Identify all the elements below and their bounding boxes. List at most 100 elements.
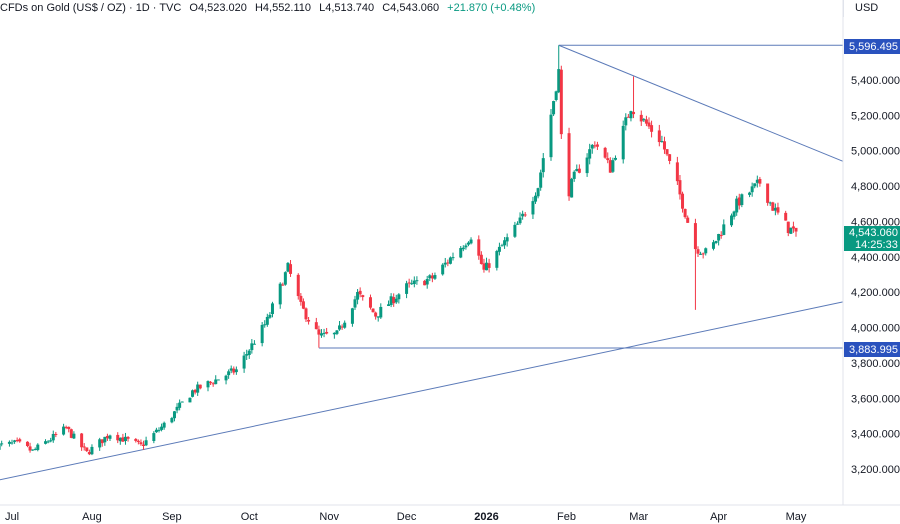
candle [505, 233, 509, 247]
candle [536, 187, 540, 199]
candle [134, 438, 138, 443]
y-tick-label: 4,000.000 [851, 323, 900, 335]
candle [446, 259, 450, 267]
candle [621, 120, 625, 164]
close-value: C4,543.060 [382, 2, 440, 14]
candle [188, 397, 192, 403]
candle [46, 440, 50, 444]
candle [642, 117, 646, 122]
candle [595, 141, 599, 150]
candle [794, 227, 798, 237]
candle [36, 443, 40, 452]
candle [123, 432, 127, 445]
candle [304, 307, 308, 323]
candle [611, 157, 615, 173]
candle [549, 109, 553, 161]
candle [389, 293, 393, 308]
candle [451, 252, 455, 261]
candle [100, 439, 104, 447]
candle [789, 227, 793, 235]
candle [250, 339, 254, 354]
candle [753, 183, 757, 189]
candle [541, 153, 545, 178]
candle [371, 308, 375, 313]
candle [588, 143, 592, 165]
candle [554, 90, 558, 102]
candle [242, 351, 246, 373]
symbol-title[interactable]: CFDs on Gold (US$ / OZ) · 1D · TVC [0, 2, 182, 14]
candle [85, 447, 89, 453]
upper-line-price-tag: 5,596.495 [844, 39, 900, 54]
candle [503, 237, 507, 249]
candle [557, 45, 561, 94]
candle [722, 219, 726, 236]
candle [229, 365, 233, 374]
candle [317, 325, 321, 348]
last-price-label: 4,543.060 [849, 227, 898, 239]
y-tick-label: 3,600.000 [851, 393, 900, 405]
candle [62, 423, 66, 436]
candle [644, 115, 648, 127]
candle [482, 258, 486, 273]
candle [18, 437, 22, 443]
candle [211, 382, 215, 387]
candle [376, 316, 380, 322]
candle [552, 100, 556, 117]
candle [686, 215, 690, 223]
candle [13, 439, 17, 444]
price-axis[interactable]: 3,200.000 3,400.000 3,600.000 3,800.000 4,00… [851, 75, 900, 476]
candle [567, 127, 571, 201]
candle [289, 260, 293, 277]
candle [33, 447, 37, 451]
candle [626, 113, 630, 118]
candle [466, 241, 470, 247]
candle [209, 380, 213, 385]
candle [72, 431, 76, 440]
candle [776, 202, 780, 215]
candle [105, 433, 109, 441]
rising-trendline[interactable] [0, 301, 844, 481]
x-tick-label: Mar [629, 511, 648, 523]
candle [87, 449, 91, 456]
countdown-label: 14:25:33 [855, 239, 898, 251]
candle [193, 388, 197, 395]
candle [108, 434, 112, 442]
candle [234, 366, 238, 375]
y-tick-label: 5,400.000 [851, 75, 900, 87]
candle [433, 272, 437, 280]
y-tick-label: 4,800.000 [851, 181, 900, 193]
candle [270, 301, 274, 318]
candle [67, 426, 71, 433]
candle [750, 182, 754, 197]
candle [714, 240, 718, 245]
candle [325, 327, 329, 335]
candle [500, 243, 504, 247]
low-value: L4,513.740 [319, 2, 375, 14]
candle [459, 246, 463, 259]
candle [368, 294, 372, 310]
candle [361, 294, 365, 301]
candle [245, 349, 249, 360]
candle [374, 311, 378, 320]
candle [160, 423, 164, 432]
y-tick-label: 3,200.000 [851, 464, 900, 476]
currency-label[interactable]: USD [843, 0, 900, 17]
candle [732, 210, 736, 220]
candle [784, 210, 788, 221]
candle [585, 153, 589, 177]
candle [356, 289, 360, 305]
candle [719, 231, 723, 239]
candle [521, 210, 525, 220]
candle [629, 110, 633, 122]
candle [353, 295, 357, 311]
candle [766, 183, 770, 206]
candle [178, 399, 182, 411]
candle [152, 431, 156, 444]
candle [668, 154, 672, 165]
candle [118, 437, 122, 445]
high-value: H4,552.110 [254, 2, 312, 14]
upper-trendline[interactable] [558, 44, 844, 162]
time-axis[interactable]: Jul Aug Sep Oct Nov Dec 2026 Feb Mar Apr May [5, 511, 807, 523]
candle [296, 273, 300, 300]
